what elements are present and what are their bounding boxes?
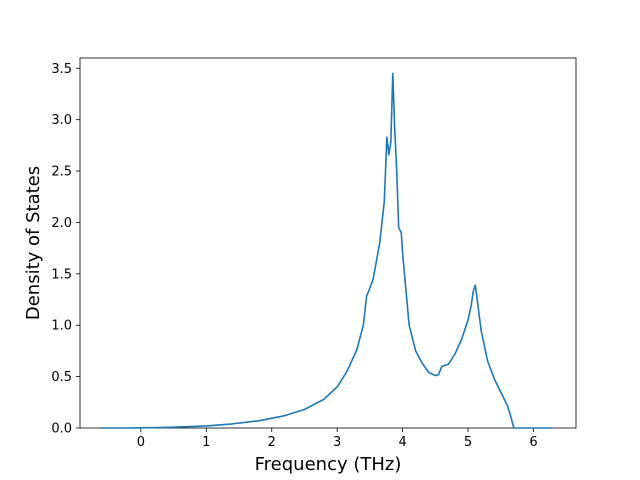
y-axis-ticks: 0.0 0.5 1.0 1.5 2.0 2.5 3.0 3.5 <box>51 62 80 437</box>
y-tick-label: 1.0 <box>51 319 72 334</box>
x-tick-label: 6 <box>529 435 537 450</box>
x-axis-label: Frequency (THz) <box>255 454 402 475</box>
x-tick-label: 0 <box>137 435 145 450</box>
x-tick-label: 5 <box>464 435 472 450</box>
x-axis-ticks: 0 1 2 3 4 5 6 <box>137 428 538 450</box>
y-tick-label: 3.0 <box>51 113 72 128</box>
y-axis-label: Density of States <box>23 166 44 320</box>
y-tick-label: 3.5 <box>51 62 72 77</box>
x-tick-label: 1 <box>202 435 210 450</box>
y-tick-label: 2.5 <box>51 165 72 180</box>
y-tick-label: 0.5 <box>51 370 72 385</box>
x-tick-label: 4 <box>398 435 406 450</box>
density-of-states-line <box>101 72 552 429</box>
y-tick-label: 0.0 <box>51 422 72 437</box>
plot-area-frame <box>79 57 577 429</box>
x-tick-label: 2 <box>268 435 276 450</box>
x-tick-label: 3 <box>333 435 341 450</box>
y-tick-label: 2.0 <box>51 216 72 231</box>
y-tick-label: 1.5 <box>51 267 72 282</box>
